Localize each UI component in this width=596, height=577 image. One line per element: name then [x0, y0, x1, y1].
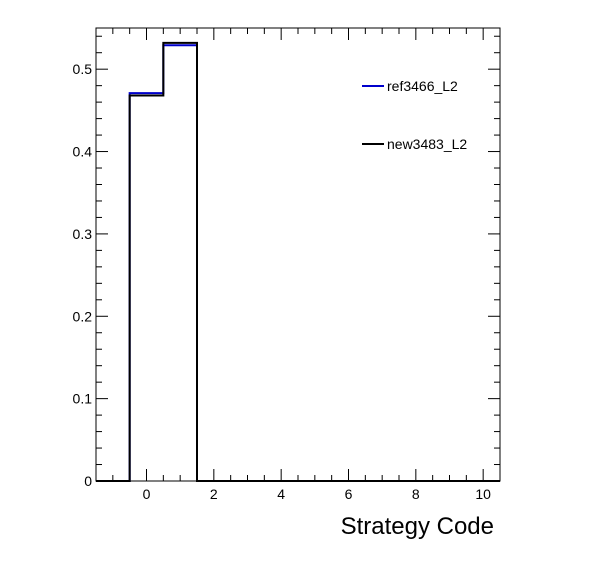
y-tick-label: 0 — [84, 473, 92, 489]
series-ref3466_L2 — [96, 44, 500, 482]
plot-frame — [95, 27, 501, 482]
histogram-line — [96, 41, 500, 482]
histogram-line — [96, 44, 500, 482]
x-tick-label: 4 — [277, 486, 285, 502]
x-tick-label: 0 — [143, 486, 151, 502]
legend-item: new3483_L2 — [362, 136, 467, 152]
legend-label: ref3466_L2 — [387, 78, 458, 94]
histogram-bar — [163, 45, 197, 481]
x-tick-label: 6 — [345, 486, 353, 502]
x-tick-label: 2 — [210, 486, 218, 502]
histogram-bar — [130, 96, 164, 481]
legend-label: new3483_L2 — [387, 136, 467, 152]
y-tick-label: 0.3 — [73, 226, 93, 242]
legend: ref3466_L2 new3483_L2 — [362, 78, 467, 152]
y-tick-label: 0.4 — [73, 144, 93, 160]
x-axis-title: Strategy Code — [341, 513, 494, 540]
series-new3483_L2 — [96, 41, 500, 482]
y-tick-label: 0.2 — [73, 308, 93, 324]
y-tick-label: 0.5 — [73, 61, 93, 77]
y-tick-label: 0.1 — [73, 391, 93, 407]
x-tick-label: 8 — [412, 486, 420, 502]
legend-item: ref3466_L2 — [362, 78, 458, 94]
x-tick-label: 10 — [475, 486, 491, 502]
tick-labels: 0 2 4 6 8 10 0 0.1 0.2 0.3 0.4 0.5 — [73, 61, 492, 502]
series-group — [96, 41, 500, 482]
histogram-bar — [163, 43, 197, 481]
histogram-bar — [130, 93, 164, 481]
